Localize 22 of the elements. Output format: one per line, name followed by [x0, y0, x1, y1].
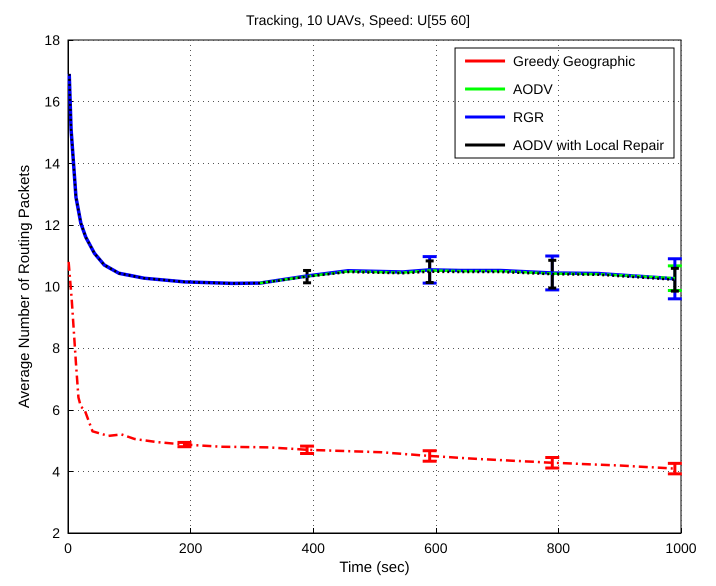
x-tick-label: 600: [424, 540, 448, 556]
legend-label: RGR: [513, 109, 544, 125]
legend-label: AODV with Local Repair: [513, 137, 664, 153]
y-tick-label: 10: [44, 278, 60, 294]
legend-label: Greedy Geographic: [513, 53, 636, 69]
y-tick-label: 16: [44, 94, 60, 110]
y-tick-label: 2: [52, 525, 60, 541]
y-tick-label: 6: [52, 402, 60, 418]
chart-title: Tracking, 10 UAVs, Speed: U[55 60]: [246, 12, 470, 28]
y-tick-label: 14: [44, 155, 60, 172]
y-tick-label: 12: [44, 216, 60, 233]
y-tick-label: 18: [44, 32, 60, 48]
x-tick-label: 800: [546, 540, 570, 556]
x-tick-label: 0: [64, 540, 72, 556]
x-tick-label: 1000: [665, 540, 697, 556]
y-axis-title: Average Number of Routing Packets: [16, 164, 33, 408]
y-tick-label: 8: [52, 340, 60, 356]
x-axis-title: Time (sec): [339, 558, 410, 576]
x-tick-label: 200: [178, 540, 202, 556]
legend-label: AODV: [513, 81, 554, 97]
y-tick-label: 4: [52, 463, 60, 480]
x-tick-label: 400: [302, 540, 326, 556]
